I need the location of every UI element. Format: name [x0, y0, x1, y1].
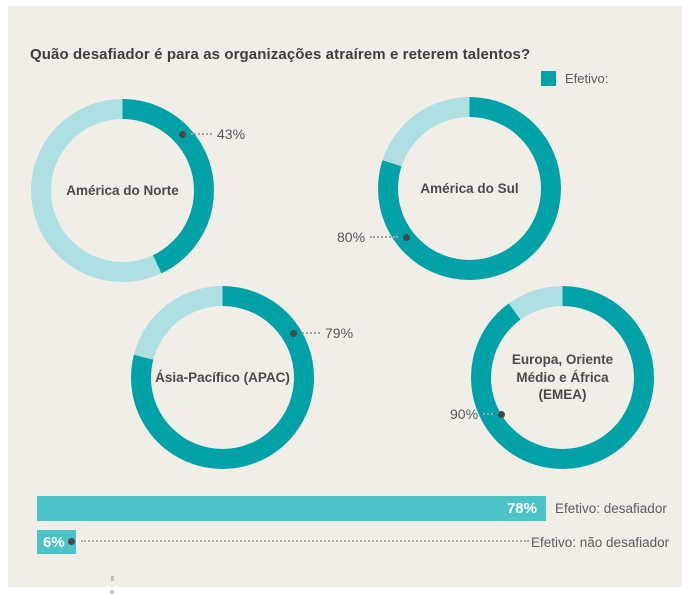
bar-efetivo-desafiador: 78%: [37, 496, 546, 521]
donut-asia-pacifico: Ásia-Pacífico (APAC): [131, 286, 314, 469]
donut-label-asia-pacifico: Ásia-Pacífico (APAC): [155, 369, 290, 385]
donut-center: América do Sul: [398, 117, 541, 260]
value-label-asia-pacifico: 79%: [325, 325, 354, 341]
value-label-emea: 90%: [450, 406, 479, 422]
marker-dot-icon: [403, 233, 411, 241]
leader-dotted-line: [483, 413, 494, 415]
leader-dotted-line: [81, 540, 529, 542]
bar-value-label: 78%: [506, 500, 537, 517]
callout-emea: 90%: [450, 406, 506, 422]
callout-asia-pacifico: 79%: [290, 325, 353, 341]
marker-dot-icon: [290, 329, 297, 337]
donut-emea: Europa, Oriente Médio e África (EMEA): [471, 286, 654, 469]
donut-center: América do Norte: [51, 119, 194, 262]
stray-mark: [111, 576, 114, 581]
stray-mark: [110, 590, 114, 594]
leader-dotted-line: [370, 236, 399, 238]
bar-category-nao-desafiador: Efetivo: não desafiador: [531, 534, 670, 550]
legend-label: Efetivo:: [565, 71, 609, 86]
legend: Efetivo:: [541, 71, 608, 86]
donut-center: Europa, Oriente Médio e África (EMEA): [491, 306, 634, 449]
marker-dot-icon: [179, 130, 186, 138]
bar-category-desafiador: Efetivo: desafiador: [555, 501, 667, 516]
donut-america-do-norte: América do Norte: [31, 99, 214, 282]
legend-swatch-icon: [541, 71, 556, 86]
callout-america-do-sul: 80%: [337, 229, 411, 245]
donut-label-emea: Europa, Oriente Médio e África (EMEA): [511, 352, 614, 403]
leader-dotted-line: [302, 332, 320, 334]
value-label-america-do-norte: 43%: [217, 126, 246, 142]
donut-label-america-do-sul: América do Sul: [420, 180, 519, 196]
bar-value-label: 6%: [43, 533, 65, 551]
donut-center: Ásia-Pacífico (APAC): [151, 306, 294, 449]
callout-america-do-norte: 43%: [179, 126, 245, 142]
chart-title: Quão desafiador é para as organizações a…: [30, 46, 531, 63]
donut-label-america-do-norte: América do Norte: [66, 182, 179, 198]
leader-dotted-line: [191, 133, 212, 135]
donut-america-do-sul: América do Sul: [378, 97, 561, 280]
marker-dot-icon: [498, 410, 506, 418]
marker-dot-icon: [68, 538, 75, 545]
value-label-america-do-sul: 80%: [337, 229, 366, 245]
